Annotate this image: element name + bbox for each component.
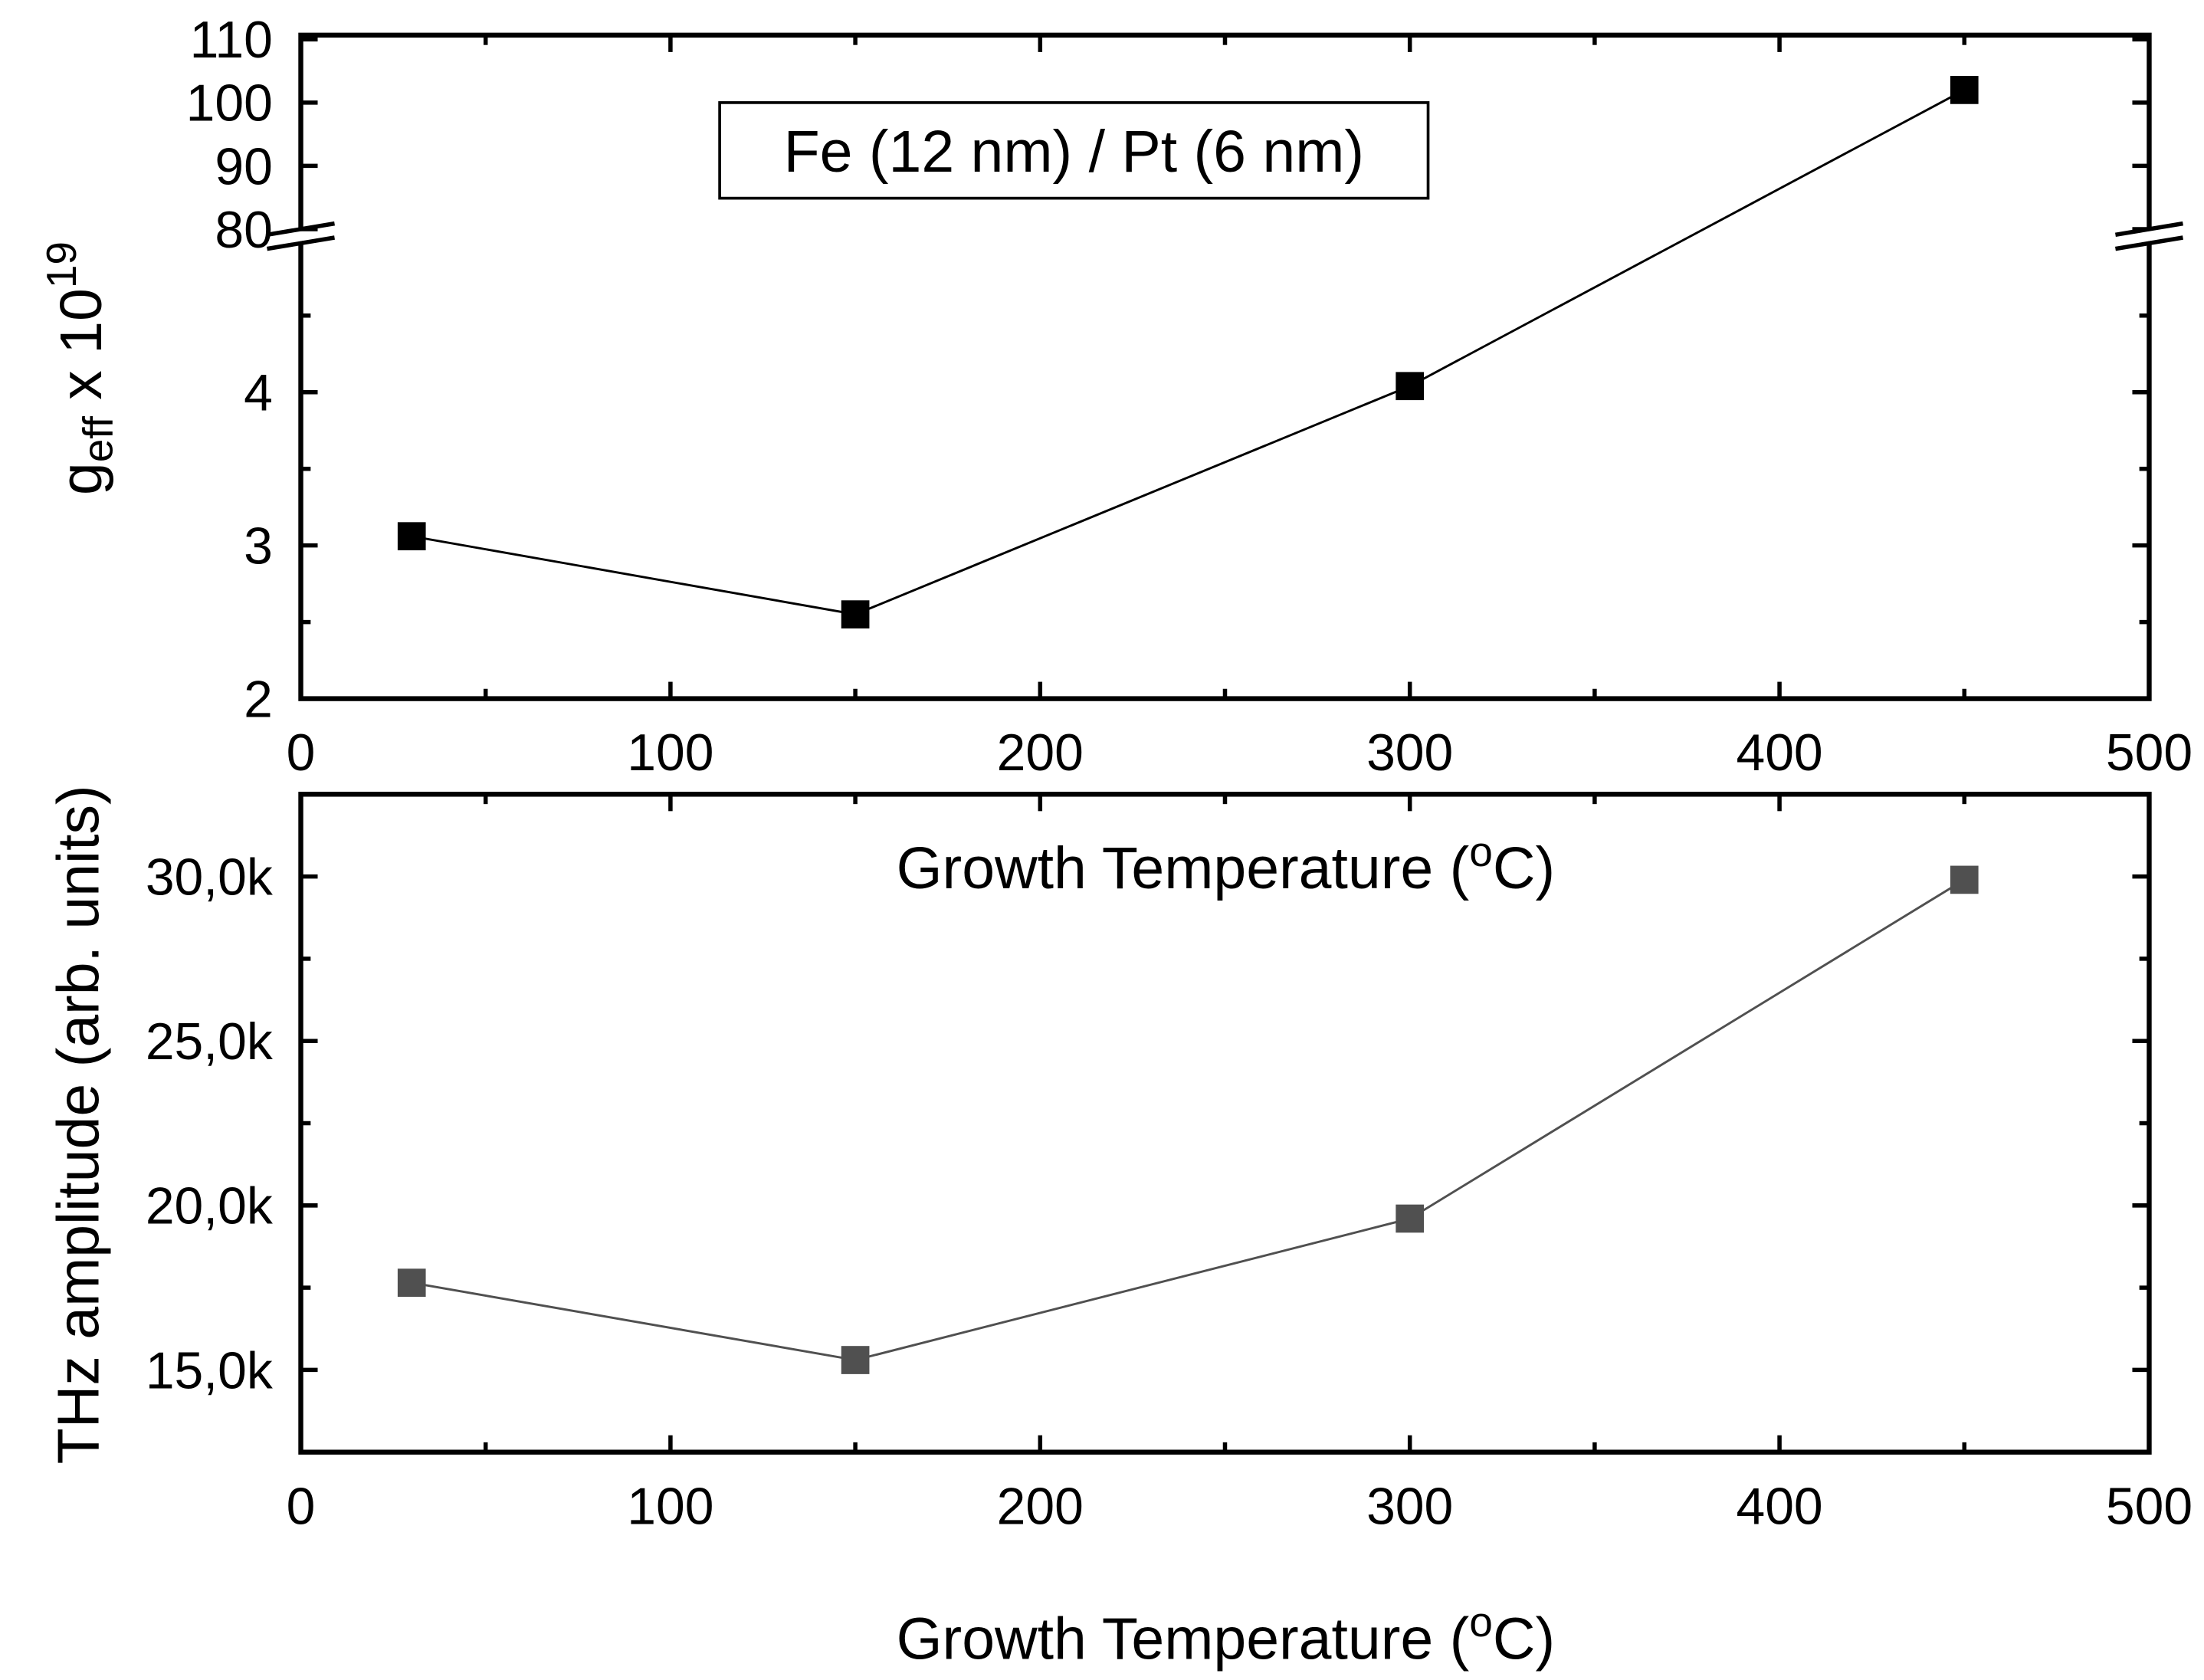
- bottom-ytick-label: 25,0k: [146, 1013, 274, 1071]
- top-series-line: [411, 89, 1965, 616]
- top-xtick-label: 400: [1736, 724, 1822, 782]
- break-mark-left-b: [267, 235, 335, 251]
- top-data-point: [841, 600, 870, 628]
- legend-box: [718, 101, 1430, 200]
- top-y-title-rest: x 10: [48, 288, 114, 416]
- bottom-x-axis-title: Growth Temperature (oC): [897, 1598, 1556, 1672]
- bottom-xtick-label: 100: [627, 1478, 713, 1535]
- bottom-data-point: [1950, 865, 1979, 894]
- top-series-break-gap: [1673, 225, 1697, 237]
- bottom-data-point: [841, 1346, 870, 1374]
- top-y-title-sup: 19: [38, 241, 85, 288]
- top-y-axis-title: geff x 1019: [38, 241, 122, 495]
- top-ytick-label: 110: [190, 11, 273, 69]
- bottom-x-title-main: Growth Temperature: [897, 1606, 1434, 1672]
- bottom-panel: 0 100 200 300 400 500 15,0k 20,0k 25,0k 30,0k TH…: [45, 785, 2193, 1672]
- break-gap-right: [2117, 222, 2182, 247]
- bottom-xtick-label: 200: [997, 1478, 1084, 1535]
- top-xtick-label: 100: [627, 724, 713, 782]
- bottom-x-ticks: 0 100 200 300 400 500: [287, 794, 2193, 1535]
- top-x-title-main: Growth Temperature: [897, 835, 1434, 901]
- bottom-x-title-prefix: (: [1450, 1606, 1470, 1672]
- top-data-point: [397, 522, 426, 551]
- top-series: [397, 76, 1979, 628]
- top-x-title-sup: o: [1469, 828, 1493, 875]
- bottom-ytick-label: 15,0k: [146, 1342, 274, 1399]
- break-mark-right-b: [2114, 235, 2183, 251]
- bottom-series: [397, 865, 1979, 1374]
- top-x-title-suffix: C): [1493, 835, 1555, 901]
- top-xtick-label: 500: [2106, 724, 2193, 782]
- top-ytick-label: 100: [186, 75, 273, 133]
- bottom-y-ticks: 15,0k 20,0k 25,0k 30,0k: [146, 792, 2150, 1455]
- break-gap-left: [268, 222, 333, 247]
- top-xtick-label: 200: [997, 724, 1084, 782]
- bottom-xtick-label: 0: [287, 1478, 316, 1535]
- bottom-series-line: [411, 878, 1966, 1362]
- legend-label: Fe (12 nm) / Pt (6 nm): [784, 119, 1364, 185]
- bottom-x-title-sup: o: [1469, 1598, 1493, 1646]
- bottom-ytick-label: 20,0k: [146, 1178, 274, 1235]
- top-data-point: [1950, 76, 1979, 104]
- top-ytick-label: 4: [244, 365, 273, 422]
- bottom-xtick-label: 300: [1366, 1478, 1453, 1535]
- top-xtick-label: 0: [287, 724, 316, 782]
- bottom-x-title-suffix: C): [1493, 1606, 1555, 1672]
- bottom-xtick-label: 400: [1736, 1478, 1822, 1535]
- top-x-title-prefix: (: [1450, 835, 1470, 901]
- top-ytick-label: 3: [244, 518, 273, 576]
- top-x-ticks: 0 100 200 300 400 500: [287, 34, 2193, 782]
- top-axis-break: [267, 221, 2183, 251]
- bottom-y-axis-title: THz amplitude (arb. units): [45, 785, 111, 1464]
- top-data-point: [1396, 372, 1425, 401]
- top-ytick-label: 80: [215, 202, 272, 259]
- bottom-xtick-label: 500: [2106, 1478, 2193, 1535]
- top-x-axis-title: Growth Temperature (oC): [897, 828, 1556, 901]
- top-y-title-sub: eff: [74, 415, 122, 462]
- bottom-ytick-label: 30,0k: [146, 848, 274, 906]
- top-y-title-main: g: [48, 462, 114, 495]
- top-xtick-label: 300: [1366, 724, 1453, 782]
- bottom-data-point: [397, 1268, 426, 1298]
- bottom-data-point: [1396, 1204, 1425, 1233]
- top-ytick-label: 90: [215, 138, 272, 195]
- top-ytick-label: 2: [244, 671, 273, 728]
